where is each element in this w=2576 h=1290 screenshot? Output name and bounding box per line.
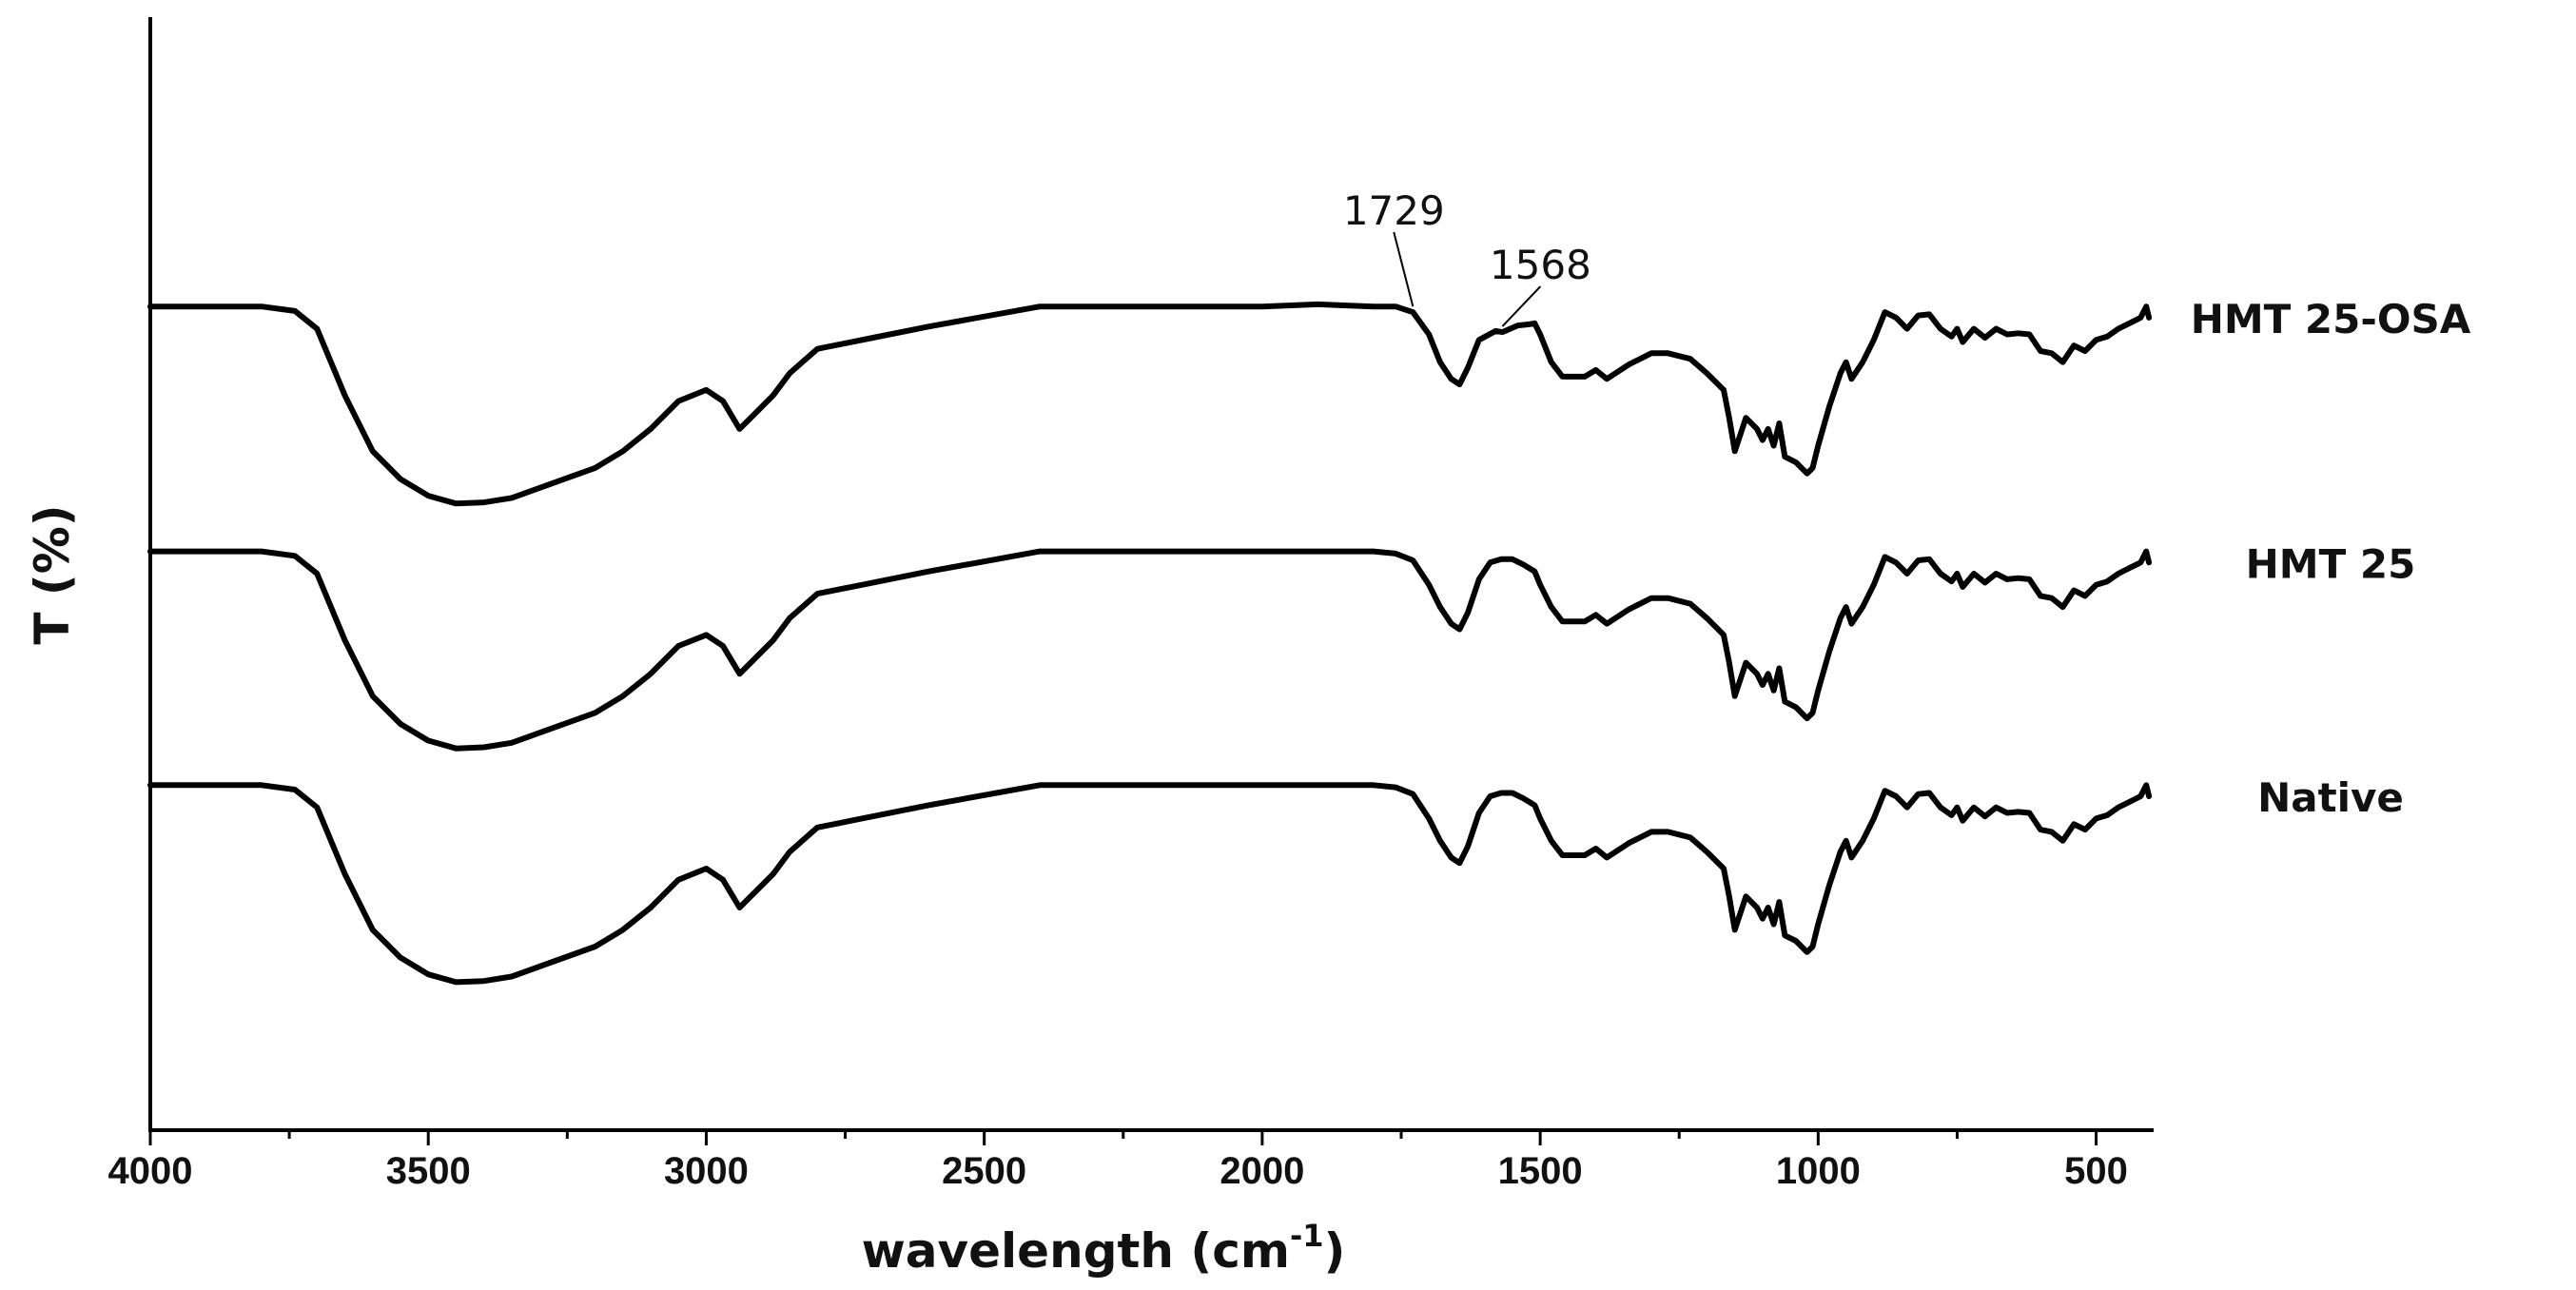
x-axis-title-close: )	[1324, 1223, 1346, 1279]
annotation-label-1568: 1568	[1490, 242, 1591, 288]
peak-annotations: 1729 1568	[1343, 187, 1591, 327]
x-tick-label-1500: 1500	[1498, 1150, 1583, 1192]
annotation-leader-1568	[1501, 285, 1542, 327]
x-axis-tick-labels: 4000 3500 3000 2500 2000 1500 1000 500	[108, 1150, 2128, 1192]
annotation-leader-1729	[1393, 231, 1415, 307]
series-curves	[147, 301, 2153, 986]
series-label-native: Native	[2257, 774, 2404, 821]
series-label-hmt-25-osa: HMT 25-OSA	[2191, 296, 2471, 342]
x-tick-label-2500: 2500	[942, 1150, 1026, 1192]
x-tick-label-500: 500	[2064, 1150, 2128, 1192]
x-axis-title-superscript: -1	[1290, 1218, 1324, 1254]
x-axis-ticks	[148, 1130, 2098, 1145]
y-axis-title: T (%)	[25, 504, 80, 644]
series-label-hmt-25: HMT 25	[2246, 540, 2416, 587]
x-tick-label-1000: 1000	[1776, 1150, 1861, 1192]
x-tick-label-4000: 4000	[108, 1150, 193, 1192]
x-tick-label-3500: 3500	[386, 1150, 471, 1192]
x-tick-label-3000: 3000	[664, 1150, 749, 1192]
x-axis-title-main: wavelength (cm	[862, 1223, 1290, 1279]
annotation-label-1729: 1729	[1343, 187, 1445, 234]
series-line-hmt-25	[147, 548, 2153, 752]
series-line-hmt-25-osa	[147, 301, 2153, 507]
x-axis-title: wavelength (cm-1)	[862, 1218, 1346, 1279]
series-labels: HMT 25-OSA HMT 25 Native	[2191, 296, 2471, 821]
series-line-native	[147, 782, 2153, 986]
x-tick-label-2000: 2000	[1220, 1150, 1304, 1192]
